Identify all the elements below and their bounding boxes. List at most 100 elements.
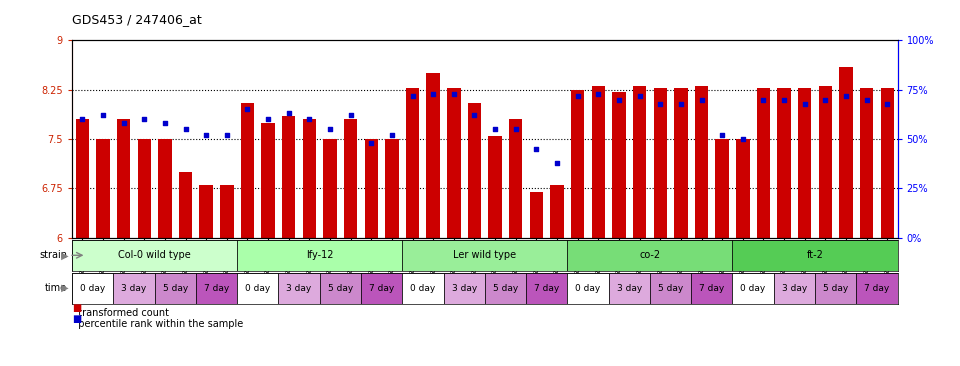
Bar (158, 139, 172, 238)
Text: ■: ■ (72, 314, 82, 324)
Bar (609, 273, 650, 304)
Bar (732, 273, 774, 304)
Text: 7 day: 7 day (534, 284, 560, 293)
Point (384, 132, 399, 138)
Bar (444, 273, 485, 304)
Text: time: time (45, 283, 67, 293)
Point (612, 97, 627, 102)
Bar (96, 139, 109, 238)
Bar (113, 273, 155, 304)
Point (364, 140, 379, 146)
Text: 0 day: 0 day (410, 284, 436, 293)
Text: 0 day: 0 day (575, 284, 601, 293)
Bar (612, 92, 626, 238)
Bar (220, 185, 233, 238)
Text: 0 day: 0 day (245, 284, 271, 293)
Bar (856, 273, 898, 304)
Point (219, 132, 234, 138)
Point (178, 126, 193, 132)
Bar (509, 119, 522, 238)
Bar (815, 273, 856, 304)
Point (157, 120, 173, 126)
Text: percentile rank within the sample: percentile rank within the sample (72, 320, 243, 329)
Point (529, 146, 544, 152)
Point (694, 97, 709, 102)
Bar (237, 273, 278, 304)
Text: 7 day: 7 day (369, 284, 395, 293)
Bar (860, 88, 874, 238)
Text: ▶: ▶ (59, 283, 69, 293)
Bar (261, 123, 275, 238)
Point (756, 97, 771, 102)
Text: ■: ■ (72, 303, 82, 313)
Point (488, 126, 503, 132)
Text: 3 day: 3 day (121, 284, 147, 293)
Bar (426, 73, 440, 238)
Bar (402, 240, 567, 271)
Bar (302, 119, 316, 238)
Point (859, 97, 875, 102)
Bar (674, 88, 687, 238)
Bar (117, 119, 131, 238)
Bar (778, 88, 791, 238)
Text: 7 day: 7 day (864, 284, 890, 293)
Bar (695, 86, 708, 238)
Bar (72, 273, 113, 304)
Point (549, 160, 564, 166)
Point (818, 97, 833, 102)
Text: GDS453 / 247406_at: GDS453 / 247406_at (72, 12, 202, 26)
Bar (530, 192, 543, 238)
Bar (402, 273, 444, 304)
Bar (344, 119, 357, 238)
Text: 3 day: 3 day (286, 284, 312, 293)
Text: 5 day: 5 day (658, 284, 684, 293)
Point (673, 101, 688, 107)
Point (199, 132, 214, 138)
Text: 5 day: 5 day (327, 284, 353, 293)
Text: 3 day: 3 day (616, 284, 642, 293)
Point (467, 112, 482, 118)
Bar (468, 103, 481, 238)
Point (590, 91, 606, 97)
Point (714, 132, 730, 138)
Point (240, 107, 255, 112)
Point (95, 112, 110, 118)
Text: lfy-12: lfy-12 (306, 250, 333, 260)
Text: co-2: co-2 (639, 250, 660, 260)
Point (323, 126, 338, 132)
Text: 7 day: 7 day (204, 284, 229, 293)
Bar (756, 88, 770, 238)
Text: transformed count: transformed count (72, 309, 169, 318)
Point (343, 112, 358, 118)
Bar (278, 273, 320, 304)
Text: 7 day: 7 day (699, 284, 725, 293)
Point (446, 91, 462, 97)
Bar (880, 88, 894, 238)
Text: ▶: ▶ (59, 250, 69, 260)
Point (653, 101, 668, 107)
Point (508, 126, 523, 132)
Text: 5 day: 5 day (823, 284, 849, 293)
Bar (324, 139, 337, 238)
Bar (819, 86, 832, 238)
Text: 0 day: 0 day (80, 284, 106, 293)
Point (75, 116, 90, 122)
Point (838, 93, 853, 98)
Bar (839, 67, 852, 238)
Bar (365, 139, 378, 238)
Text: 5 day: 5 day (492, 284, 518, 293)
Bar (447, 88, 461, 238)
Bar (654, 88, 667, 238)
Point (570, 93, 586, 98)
Bar (567, 273, 609, 304)
Point (735, 136, 751, 142)
Text: ft-2: ft-2 (806, 250, 824, 260)
Bar (691, 273, 732, 304)
Text: Ler wild type: Ler wild type (453, 250, 516, 260)
Bar (76, 119, 89, 238)
Bar (526, 273, 567, 304)
Bar (650, 273, 691, 304)
Text: 5 day: 5 day (162, 284, 188, 293)
Bar (241, 103, 254, 238)
Bar (406, 88, 420, 238)
